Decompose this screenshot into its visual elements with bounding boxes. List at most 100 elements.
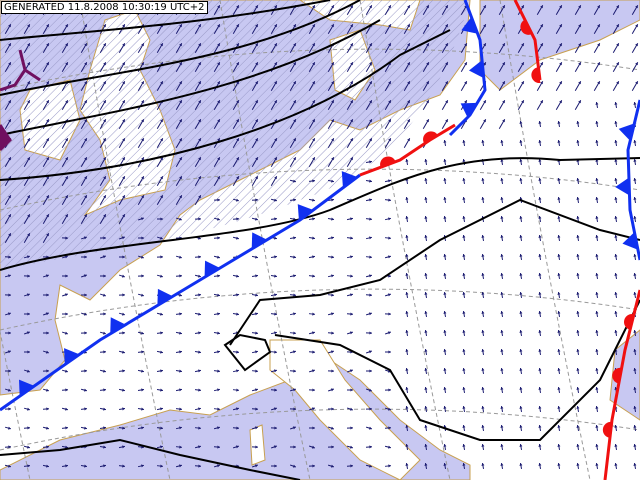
wind-arrow: [538, 215, 542, 223]
wind-arrow: [99, 464, 107, 468]
arrow-head: [217, 274, 220, 278]
arrow-head: [198, 293, 201, 297]
arrow-head: [45, 388, 49, 392]
arrow-head: [84, 293, 87, 297]
arrow-head: [633, 387, 637, 390]
arrow-head: [160, 119, 163, 123]
wind-arrow: [424, 424, 428, 432]
wind-arrow: [194, 369, 202, 373]
wind-arrow: [252, 464, 258, 468]
wind-arrow: [308, 388, 316, 392]
wind-arrow: [519, 291, 523, 299]
arrow-head: [141, 138, 144, 142]
wind-arrow: [462, 348, 466, 356]
arrow-head: [122, 331, 125, 335]
wind-arrow: [384, 217, 392, 221]
wind-arrow: [538, 367, 542, 375]
wind-arrow: [574, 23, 582, 35]
wind-arrow: [327, 118, 335, 130]
wind-arrow: [403, 23, 411, 35]
arrow-head: [424, 368, 428, 371]
arrow-head: [27, 312, 30, 316]
arrow-head: [103, 157, 106, 161]
wind-arrow: [23, 274, 31, 278]
wind-arrow: [251, 61, 259, 73]
wind-arrow: [23, 369, 31, 373]
arrow-head: [27, 214, 30, 218]
wind-arrow: [500, 215, 504, 223]
wind-arrow: [175, 23, 183, 35]
wind-arrow: [443, 443, 447, 451]
arrow-head: [369, 274, 372, 278]
front-semicircle: [612, 367, 622, 384]
wind-arrow: [156, 312, 164, 316]
arrow-head: [576, 292, 580, 295]
arrow-head: [160, 43, 163, 47]
arrow-head: [236, 157, 239, 161]
wind-arrow: [384, 388, 392, 392]
wind-arrow: [555, 80, 563, 92]
wind-arrow: [498, 99, 506, 111]
wind-arrow: [346, 445, 354, 449]
arrow-head: [160, 464, 163, 468]
arrow-head: [595, 140, 599, 143]
wind-arrow: [327, 217, 335, 221]
arrow-head: [103, 176, 106, 180]
arrow-head: [293, 255, 296, 259]
wind-arrow: [4, 445, 12, 449]
arrow-head: [27, 100, 30, 104]
arrow-head: [576, 387, 580, 390]
arrow-head: [462, 254, 466, 257]
wind-arrow: [23, 255, 31, 259]
wind-arrow: [80, 194, 88, 206]
wind-arrow: [175, 407, 183, 411]
wind-arrow: [194, 312, 202, 316]
arrow-head: [462, 311, 466, 314]
wind-arrow: [61, 464, 69, 468]
arrow-head: [46, 24, 49, 28]
arrow-head: [236, 236, 239, 240]
wind-arrow: [137, 331, 145, 335]
wind-arrow: [519, 443, 523, 451]
wind-arrow: [251, 312, 259, 316]
arrow-head: [595, 178, 599, 181]
arrow-head: [557, 387, 561, 390]
arrow-head: [65, 274, 68, 278]
arrow-head: [405, 273, 409, 276]
arrow-head: [540, 24, 543, 28]
arrow-head: [614, 463, 618, 466]
arrow-head: [160, 81, 163, 85]
wind-arrow: [555, 61, 563, 73]
arrow-head: [481, 178, 485, 181]
wind-arrow: [405, 310, 409, 318]
arrow-head: [616, 43, 619, 47]
arrow-head: [217, 407, 220, 411]
arrow-head: [274, 176, 277, 180]
wind-arrow: [213, 369, 221, 373]
wind-arrow: [327, 99, 335, 111]
wind-arrow: [308, 137, 316, 149]
arrow-head: [255, 176, 258, 180]
wind-arrow: [99, 175, 107, 187]
wind-arrow: [519, 405, 523, 413]
wind-arrow: [289, 236, 297, 240]
arrow-head: [350, 426, 353, 430]
arrow-head: [388, 464, 391, 468]
arrow-head: [8, 214, 11, 218]
wind-arrow: [422, 80, 430, 92]
arrow-head: [578, 5, 581, 9]
arrow-head: [500, 273, 504, 276]
arrow-head: [198, 62, 201, 66]
arrow-head: [312, 350, 315, 354]
arrow-head: [595, 425, 599, 428]
front-triangle: [297, 204, 314, 221]
arrow-head: [331, 407, 334, 411]
arrow-head: [179, 426, 182, 430]
wind-arrow: [498, 61, 506, 73]
arrow-head: [273, 445, 277, 449]
arrow-head: [274, 388, 277, 392]
arrow-head: [331, 198, 334, 202]
wind-arrow: [61, 42, 69, 54]
wind-arrow: [462, 310, 466, 318]
arrow-head: [349, 407, 353, 411]
